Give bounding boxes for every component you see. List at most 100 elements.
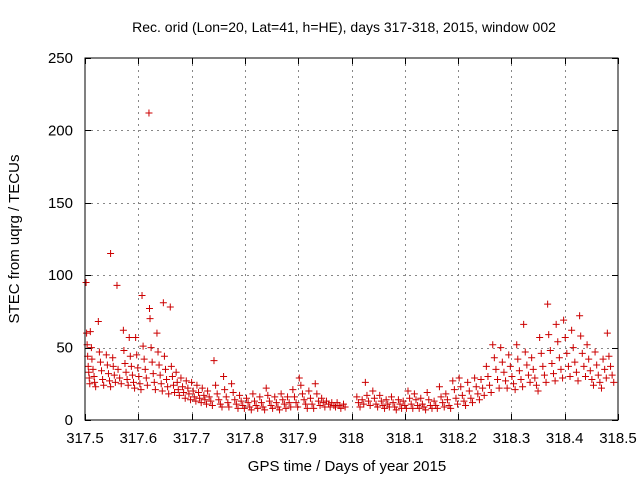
data-point: [153, 329, 161, 337]
data-point: [222, 393, 230, 401]
data-point: [181, 394, 189, 402]
data-point: [295, 374, 303, 382]
y-tick-label: 100: [48, 267, 73, 284]
data-point: [205, 393, 213, 401]
data-point: [224, 399, 232, 407]
data-point: [229, 388, 237, 396]
data-point: [145, 109, 153, 117]
data-point: [151, 386, 159, 394]
data-point: [468, 399, 476, 407]
data-point: [155, 361, 163, 369]
data-point: [292, 399, 300, 407]
data-point: [136, 380, 144, 388]
data-point: [546, 346, 554, 354]
data-point: [340, 400, 348, 408]
data-point: [361, 378, 369, 386]
data-point: [574, 377, 582, 385]
data-point: [159, 299, 167, 307]
data-point: [149, 370, 157, 378]
data-point: [271, 393, 279, 401]
data-point: [391, 403, 399, 411]
x-tick-label: 317.6: [120, 430, 158, 447]
data-point: [193, 381, 201, 389]
data-point: [256, 393, 264, 401]
data-point: [568, 326, 576, 334]
data-point: [196, 394, 204, 402]
data-point: [172, 368, 180, 376]
data-point: [116, 374, 124, 382]
data-point: [294, 403, 302, 411]
data-point: [532, 381, 540, 389]
data-point: [257, 399, 265, 407]
data-point: [141, 365, 149, 373]
data-point: [120, 346, 128, 354]
data-point: [560, 316, 568, 324]
x-tick-label: 317.7: [173, 430, 211, 447]
data-point: [143, 381, 151, 389]
data-point: [325, 400, 333, 408]
data-point: [200, 391, 208, 399]
data-point: [308, 400, 316, 408]
data-point: [601, 365, 609, 373]
data-point: [189, 387, 197, 395]
data-point: [540, 371, 548, 379]
data-point: [175, 391, 183, 399]
data-point: [100, 381, 108, 389]
data-point: [207, 397, 215, 405]
data-point: [442, 390, 450, 398]
data-point: [234, 404, 242, 412]
grid: [85, 58, 618, 420]
data-point: [236, 391, 244, 399]
data-point: [231, 396, 239, 404]
data-point: [122, 368, 130, 376]
data-point: [215, 396, 223, 404]
data-point: [154, 348, 162, 356]
data-point: [137, 386, 145, 394]
data-point: [360, 400, 368, 408]
data-point: [520, 320, 528, 328]
data-point: [445, 402, 453, 410]
data-point: [572, 368, 580, 376]
data-point: [147, 344, 155, 352]
data-point: [551, 377, 559, 385]
data-point: [523, 361, 531, 369]
data-point: [369, 387, 377, 395]
data-point: [557, 365, 565, 373]
data-point: [114, 365, 122, 373]
data-point: [486, 381, 494, 389]
data-point: [479, 384, 487, 392]
x-axis-label: GPS time / Days of year 2015: [248, 458, 446, 475]
data-point: [576, 312, 584, 320]
data-point: [585, 355, 593, 363]
data-point: [443, 396, 451, 404]
data-point: [102, 351, 110, 359]
data-point: [302, 400, 310, 408]
data-point: [158, 387, 166, 395]
data-point: [477, 375, 485, 383]
data-point: [185, 390, 193, 398]
data-point: [596, 378, 604, 386]
data-point: [415, 404, 423, 412]
data-point: [384, 400, 392, 408]
data-point: [389, 399, 397, 407]
y-tick-label: 0: [65, 412, 73, 429]
data-point: [213, 390, 221, 398]
data-point: [201, 396, 209, 404]
data-point: [450, 386, 458, 394]
data-point: [316, 402, 324, 410]
data-point: [125, 333, 133, 341]
data-point: [542, 378, 550, 386]
data-point: [515, 367, 523, 375]
data-point: [145, 305, 153, 313]
data-point: [439, 399, 447, 407]
data-point: [319, 399, 327, 407]
data-points: [82, 109, 618, 414]
data-point: [510, 380, 518, 388]
y-tick-labels: 0 50 100 150 200 250: [48, 50, 73, 429]
data-point: [195, 388, 203, 396]
data-point: [284, 393, 292, 401]
data-point: [318, 394, 326, 402]
data-point: [521, 348, 529, 356]
